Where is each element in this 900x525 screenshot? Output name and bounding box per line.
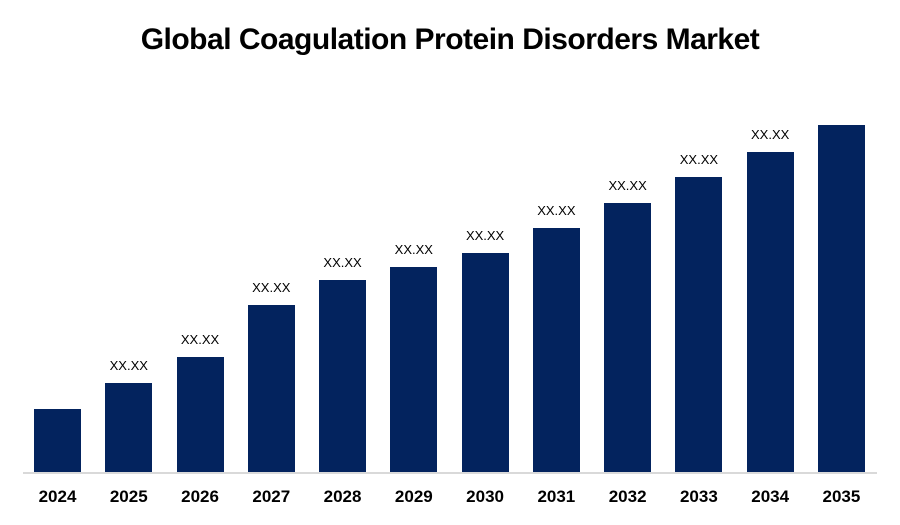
bar-column: XX.XX <box>105 358 153 472</box>
bar-value-label: XX.XX <box>180 332 220 348</box>
bar-value-label: XX.XX <box>537 203 576 219</box>
bar <box>319 280 367 472</box>
bar-value-label: XX.XX <box>751 127 790 143</box>
bar-value-label: XX.XX <box>394 242 433 258</box>
bar <box>604 203 652 472</box>
bar-value-label: XX.XX <box>252 280 291 296</box>
x-tick-label: 2035 <box>822 487 861 506</box>
x-tick-label: 2024 <box>38 487 77 506</box>
bar <box>817 125 865 472</box>
bar <box>675 177 723 472</box>
x-tick-label: 2032 <box>608 487 647 506</box>
bar-value-label: XX.XX <box>679 152 719 168</box>
bar-value-label: XX.XX <box>109 358 148 374</box>
x-tick-label: 2034 <box>751 487 790 506</box>
bar <box>247 305 295 472</box>
bar-column: XX.XX <box>604 178 652 472</box>
bar-column: XX.XX <box>675 152 723 472</box>
bar-column: XX.XX <box>746 127 794 472</box>
bar <box>34 409 81 472</box>
x-axis-tick-labels: 2024 2025 2026 2027 2028 2029 2030 2031 2032 2033… <box>34 487 865 507</box>
bar-column: XX.XX <box>532 203 580 472</box>
x-tick-label: 2030 <box>466 487 504 506</box>
bar <box>461 253 509 472</box>
bar-column: XX.XX <box>390 242 438 472</box>
bar-value-label: XX.XX <box>323 255 362 271</box>
bar-column: XX.XX <box>247 280 295 472</box>
bar <box>176 357 224 472</box>
bar-column <box>34 409 81 472</box>
bar-value-label: XX.XX <box>465 228 505 244</box>
x-tick-label: 2025 <box>109 487 148 506</box>
x-tick-label: 2033 <box>679 487 718 506</box>
bar <box>746 152 794 472</box>
bar <box>390 267 438 472</box>
plot-area: XX.XX XX.XX XX.XX XX.XX XX.XX XX.XX XX.XX XX.XX… <box>34 125 865 472</box>
bar-column: XX.XX <box>319 255 367 472</box>
bar-column: XX.XX <box>461 228 509 472</box>
bar <box>105 383 153 472</box>
bar <box>532 228 580 472</box>
bar-column <box>817 125 865 472</box>
x-tick-label: 2031 <box>537 487 576 506</box>
x-tick-label: 2027 <box>252 487 291 506</box>
x-tick-label: 2026 <box>181 487 219 506</box>
bar-column: XX.XX <box>176 332 224 472</box>
chart-title: Global Coagulation Protein Disorders Mar… <box>140 23 760 56</box>
x-tick-label: 2028 <box>323 487 362 506</box>
bar-value-label: XX.XX <box>608 178 647 194</box>
x-tick-label: 2029 <box>394 487 433 506</box>
x-axis-line <box>23 472 877 474</box>
